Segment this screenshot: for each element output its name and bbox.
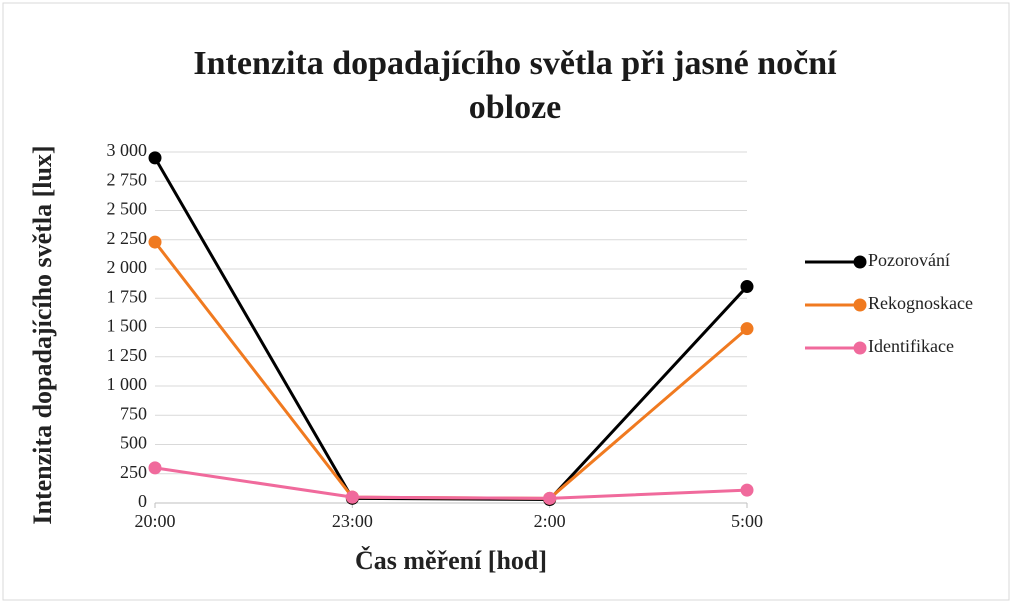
point bbox=[740, 280, 754, 294]
legend-marker bbox=[853, 341, 867, 355]
y-tick-label: 3 000 bbox=[107, 140, 148, 160]
point bbox=[740, 322, 754, 336]
y-tick-label: 250 bbox=[120, 462, 147, 482]
legend-label: Rekognoskace bbox=[868, 293, 973, 313]
y-tick-label: 2 000 bbox=[107, 257, 148, 277]
x-tick-label: 5:00 bbox=[731, 511, 763, 531]
point bbox=[148, 235, 162, 249]
series-line bbox=[154, 466, 748, 500]
y-tick-label: 2 250 bbox=[107, 228, 148, 248]
y-tick-label: 1 250 bbox=[107, 345, 148, 365]
legend-marker bbox=[853, 255, 867, 269]
y-tick-label: 0 bbox=[138, 491, 147, 511]
y-tick-label: 1 500 bbox=[107, 316, 148, 336]
point bbox=[148, 461, 162, 475]
point bbox=[740, 483, 754, 497]
legend-label: Identifikace bbox=[868, 336, 954, 356]
y-tick-label: 500 bbox=[120, 433, 147, 453]
y-tick-label: 750 bbox=[120, 403, 147, 423]
y-tick-label: 2 750 bbox=[107, 169, 148, 189]
x-axis-label: Čas měření [hod] bbox=[355, 546, 547, 575]
y-axis-label: Intenzita dopadajícího světla [lux] bbox=[28, 145, 57, 524]
x-tick-label: 23:00 bbox=[332, 511, 373, 531]
legend-marker bbox=[853, 298, 867, 312]
point bbox=[543, 491, 557, 505]
point bbox=[148, 151, 162, 165]
y-tick-label: 1 000 bbox=[107, 374, 148, 394]
chart-title: Intenzita dopadajícího světla při jasné … bbox=[193, 45, 837, 126]
y-tick-label: 1 750 bbox=[107, 286, 148, 306]
legend-label: Pozorování bbox=[868, 250, 950, 270]
x-tick-label: 20:00 bbox=[134, 511, 175, 531]
y-tick-label: 2 500 bbox=[107, 199, 148, 219]
x-tick-label: 2:00 bbox=[534, 511, 566, 531]
point bbox=[345, 490, 359, 504]
